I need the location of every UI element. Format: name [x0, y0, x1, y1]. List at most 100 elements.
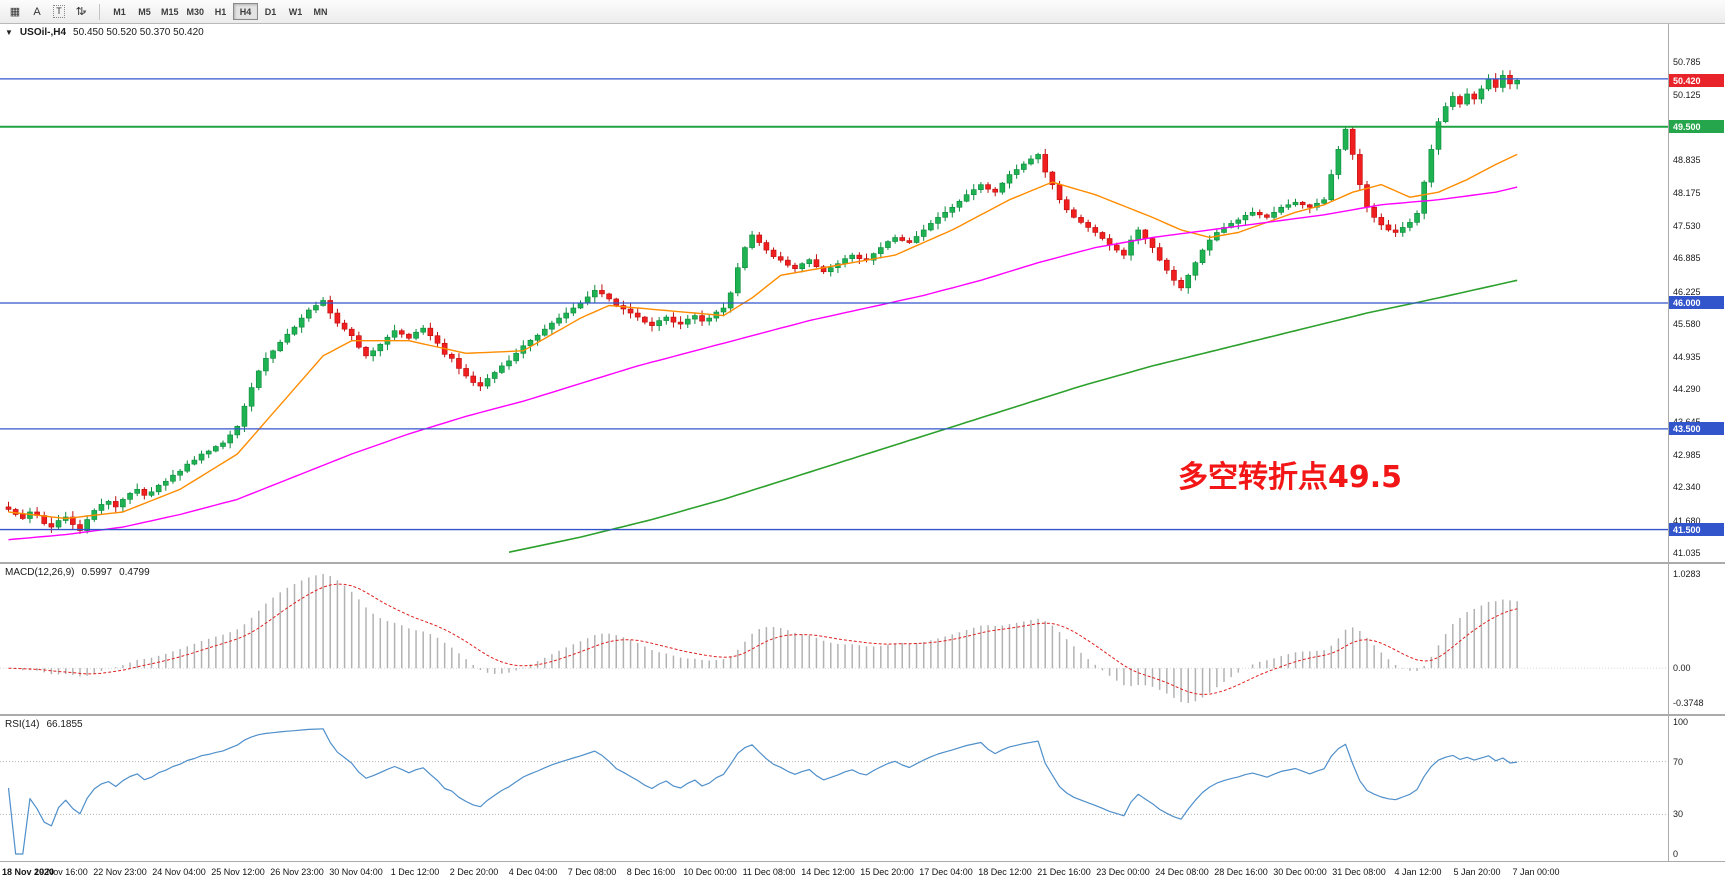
time-axis-label: 22 Nov 23:00 — [93, 867, 147, 877]
toolbar-tools: ▦ A T ⇅ ▾ — [4, 2, 92, 22]
time-axis-label: 24 Nov 04:00 — [152, 867, 206, 877]
time-axis-label: 21 Dec 16:00 — [1037, 867, 1091, 877]
price-tick-label: 45.580 — [1673, 319, 1701, 329]
price-badge: 50.420 — [1669, 74, 1724, 87]
price-badge: 41.500 — [1669, 523, 1724, 536]
time-axis-label: 23 Dec 00:00 — [1096, 867, 1150, 877]
timeframe-button-d1[interactable]: D1 — [264, 6, 277, 17]
time-axis-label: 19 Nov 16:00 — [34, 867, 88, 877]
price-tick-label: 41.035 — [1673, 548, 1701, 558]
rsi-label: RSI(14) — [5, 719, 40, 730]
dropdown-caret-icon: ▾ — [82, 8, 87, 16]
price-tick-label: 48.835 — [1673, 155, 1701, 165]
time-axis-label: 4 Dec 04:00 — [508, 867, 558, 877]
timeframe-toolbar: M1 M5 M15 M30 H1 H4 D1 W1 MN — [107, 3, 333, 20]
text-tool-button[interactable]: T — [48, 2, 70, 22]
time-axis-label: 25 Nov 12:00 — [211, 867, 265, 877]
time-axis-label: 10 Dec 00:00 — [683, 867, 737, 877]
scale-arrows-tool: ⇅ — [75, 6, 85, 18]
time-axis-label: 2 Dec 20:00 — [449, 867, 499, 877]
macd-main-value: 0.5997 — [81, 567, 113, 578]
timeframe-button-m1[interactable]: M1 — [113, 6, 126, 17]
price-tick-label: 44.935 — [1673, 352, 1701, 362]
time-axis-label: 11 Dec 08:00 — [742, 867, 796, 877]
price-badge: 43.500 — [1669, 422, 1724, 435]
symbol-dropdown-icon[interactable]: ▼ — [5, 28, 13, 37]
time-axis-label: 26 Nov 23:00 — [270, 867, 324, 877]
timeframe-button-mn[interactable]: MN — [313, 6, 328, 17]
macd-axis-label: 0.00 — [1673, 663, 1691, 673]
text-tool: T — [53, 5, 65, 18]
time-axis-label: 5 Jan 20:00 — [1453, 867, 1501, 877]
macd-chart[interactable] — [0, 564, 1668, 714]
price-badge: 46.000 — [1669, 296, 1724, 309]
macd-signal-value: 0.4799 — [119, 567, 150, 578]
time-axis-label: 7 Jan 00:00 — [1512, 867, 1560, 877]
timeframe-button-h4[interactable]: H4 — [233, 3, 259, 20]
macd-label: MACD(12,26,9) — [5, 567, 75, 578]
time-axis-label: 31 Dec 08:00 — [1332, 867, 1386, 877]
macd-scale[interactable]: 1.0283 0.00 -0.3748 — [1669, 564, 1725, 714]
cursor-tool-button[interactable]: A — [26, 2, 48, 22]
time-axis-label: 17 Dec 04:00 — [919, 867, 973, 877]
scale-separator — [1668, 24, 1669, 861]
time-axis-label: 15 Dec 20:00 — [860, 867, 914, 877]
rsi-axis-label: 70 — [1673, 757, 1684, 767]
price-tick-label: 41.680 — [1673, 516, 1701, 526]
rsi-scale[interactable]: 100 70 30 0 — [1669, 716, 1725, 860]
rsi-axis-label: 30 — [1673, 809, 1684, 819]
time-axis-label: 24 Dec 08:00 — [1155, 867, 1209, 877]
timeframe-button-m5[interactable]: M5 — [138, 6, 151, 17]
price-tick-label: 44.290 — [1673, 384, 1701, 394]
time-axis-label: 14 Dec 12:00 — [801, 867, 855, 877]
time-axis-label: 28 Dec 16:00 — [1214, 867, 1268, 877]
timeframe-button-h1[interactable]: H1 — [214, 6, 227, 17]
time-axis-label: 18 Dec 12:00 — [978, 867, 1032, 877]
price-tick-label: 50.125 — [1673, 90, 1701, 100]
time-axis-label: 7 Dec 08:00 — [567, 867, 617, 877]
time-axis-label: 30 Nov 04:00 — [329, 867, 383, 877]
time-axis-label: 18 Nov 2020 — [2, 867, 55, 877]
price-tick-label: 46.885 — [1673, 253, 1701, 263]
rsi-header: RSI(14) 66.1855 — [5, 719, 83, 730]
price-tick-label: 47.530 — [1673, 221, 1701, 231]
timeframe-button-m30[interactable]: M30 — [186, 6, 205, 17]
panel-splitter-macd[interactable] — [0, 562, 1725, 564]
price-tick-label: 48.175 — [1673, 188, 1701, 198]
toolbar-separator — [99, 3, 100, 20]
time-axis-label: 1 Dec 12:00 — [390, 867, 440, 877]
panel-splitter-rsi[interactable] — [0, 714, 1725, 716]
price-tick-label: 50.785 — [1673, 57, 1701, 67]
macd-axis-label: -0.3748 — [1673, 698, 1704, 708]
toolbar: ▦ A T ⇅ ▾ M1 M5 M15 M30 H1 H4 D1 W1 MN — [0, 0, 1725, 24]
charts-grid-icon: ▦ — [9, 6, 21, 18]
price-badge: 49.500 — [1669, 120, 1724, 133]
price-tick-label: 42.985 — [1673, 450, 1701, 460]
macd-panel[interactable]: MACD(12,26,9) 0.5997 0.4799 — [0, 564, 1668, 714]
charts-grid-icon-button[interactable]: ▦ — [4, 2, 26, 22]
scale-arrows-tool-button[interactable]: ⇅ ▾ — [70, 2, 92, 22]
price-chart-panel[interactable]: ▼ USOil-,H4 50.450 50.520 50.370 50.420 … — [0, 24, 1668, 562]
chart-text-annotation[interactable]: 多空转折点49.5 — [1178, 460, 1403, 495]
price-tick-label: 42.340 — [1673, 482, 1701, 492]
chart-title: ▼ USOil-,H4 50.450 50.520 50.370 50.420 — [5, 27, 204, 38]
rsi-axis-label: 0 — [1673, 849, 1679, 859]
rsi-value: 66.1855 — [46, 719, 83, 730]
rsi-chart[interactable] — [0, 716, 1668, 860]
timeframe-button-m15[interactable]: M15 — [161, 6, 179, 17]
rsi-axis-label: 100 — [1673, 717, 1689, 727]
chart-symbol: USOil-,H4 — [19, 27, 67, 38]
time-axis[interactable]: 18 Nov 2020 19 Nov 16:00 22 Nov 23:00 24 No… — [0, 861, 1725, 885]
time-axis-label: 8 Dec 16:00 — [626, 867, 676, 877]
price-scale[interactable]: 50.785 50.125 48.835 48.175 47.530 46.885 46.2… — [1669, 24, 1725, 562]
macd-header: MACD(12,26,9) 0.5997 0.4799 — [5, 567, 150, 578]
macd-axis-label: 1.0283 — [1673, 569, 1701, 579]
time-axis-label: 4 Jan 12:00 — [1394, 867, 1442, 877]
time-axis-label: 30 Dec 00:00 — [1273, 867, 1327, 877]
timeframe-button-w1[interactable]: W1 — [288, 6, 303, 17]
price-tick-label: 46.225 — [1673, 287, 1701, 297]
chart-ohlc-values: 50.450 50.520 50.370 50.420 — [73, 27, 204, 38]
candlestick-chart[interactable] — [0, 24, 1668, 562]
rsi-panel[interactable]: RSI(14) 66.1855 — [0, 716, 1668, 860]
